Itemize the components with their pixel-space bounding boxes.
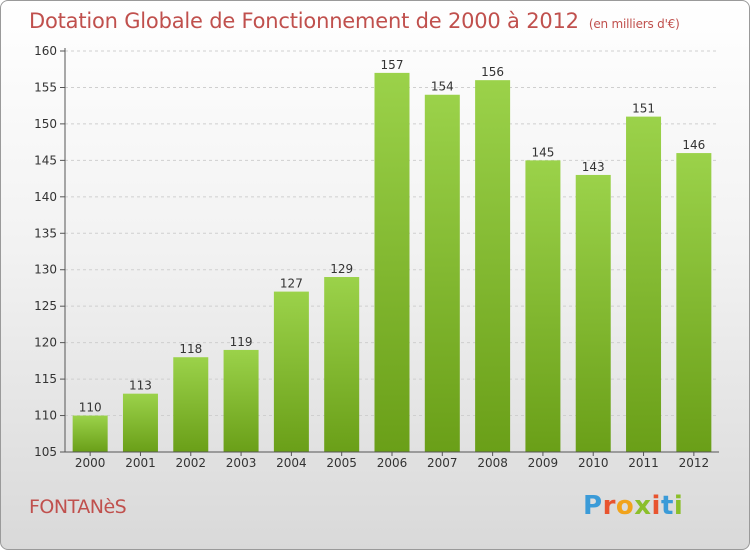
bar: [72, 415, 108, 452]
data-label: 151: [632, 102, 655, 116]
x-tick-label: 2007: [427, 456, 458, 470]
y-tick-label: 115: [34, 372, 57, 386]
logo-letter: o: [615, 491, 635, 521]
data-label: 157: [381, 58, 404, 72]
data-label: 129: [330, 262, 353, 276]
data-label: 143: [582, 160, 605, 174]
y-tick-label: 140: [34, 190, 57, 204]
x-tick-label: 2005: [326, 456, 357, 470]
logo-letter: r: [602, 491, 616, 521]
y-tick-label: 125: [34, 299, 57, 313]
data-label: 118: [179, 342, 202, 356]
logo-letter: t: [660, 491, 674, 521]
x-tick-label: 2000: [75, 456, 106, 470]
y-tick-label: 160: [34, 44, 57, 58]
bar: [475, 80, 511, 452]
x-tick-label: 2008: [477, 456, 508, 470]
y-tick-label: 135: [34, 226, 57, 240]
bar: [324, 277, 360, 452]
y-tick-label: 145: [34, 153, 57, 167]
chart-title: Dotation Globale de Fonctionnement de 20…: [29, 9, 680, 33]
data-label: 146: [682, 138, 705, 152]
axes: [60, 48, 719, 456]
proxiti-logo: Proxiti: [583, 491, 683, 521]
logo-letter: i: [651, 491, 661, 521]
bar: [575, 174, 611, 453]
y-tick-label: 130: [34, 263, 57, 277]
x-tick-label: 2004: [276, 456, 307, 470]
x-tick-label: 2002: [175, 456, 206, 470]
bar: [676, 153, 712, 452]
bar: [374, 72, 410, 452]
logo-letter: x: [634, 491, 652, 521]
y-tick-label: 155: [34, 80, 57, 94]
bar: [173, 357, 209, 452]
x-tick-label: 2011: [628, 456, 659, 470]
bar: [122, 393, 158, 452]
y-tick-label: 150: [34, 117, 57, 131]
labels: 105 110 115 120 125 130 135 140 145 150 155 160 110 2…: [34, 44, 709, 470]
unit-label: (en milliers d'€): [588, 17, 680, 31]
bars: [72, 72, 712, 453]
data-label: 156: [481, 65, 504, 79]
town-name: FONTANèS: [29, 496, 127, 518]
x-tick-label: 2009: [528, 456, 559, 470]
y-tick-label: 105: [34, 445, 57, 459]
data-label: 110: [79, 401, 102, 415]
x-tick-label: 2003: [226, 456, 257, 470]
x-tick-label: 2010: [578, 456, 609, 470]
bar: [424, 94, 460, 452]
data-label: 113: [129, 379, 152, 393]
bar: [525, 160, 561, 452]
logo-letter: P: [583, 491, 603, 521]
data-label: 154: [431, 80, 454, 94]
data-label: 145: [531, 145, 554, 159]
logo-letter: i: [673, 491, 684, 521]
y-tick-label: 120: [34, 336, 57, 350]
data-label: 127: [280, 277, 303, 291]
x-tick-label: 2006: [377, 456, 408, 470]
x-tick-label: 2012: [679, 456, 710, 470]
y-tick-label: 110: [34, 409, 57, 423]
title-text: Dotation Globale de Fonctionnement de 20…: [29, 9, 579, 33]
bar: [626, 116, 662, 453]
data-label: 119: [230, 335, 253, 349]
bar: [273, 291, 309, 452]
bar: [223, 349, 259, 452]
x-tick-label: 2001: [125, 456, 156, 470]
